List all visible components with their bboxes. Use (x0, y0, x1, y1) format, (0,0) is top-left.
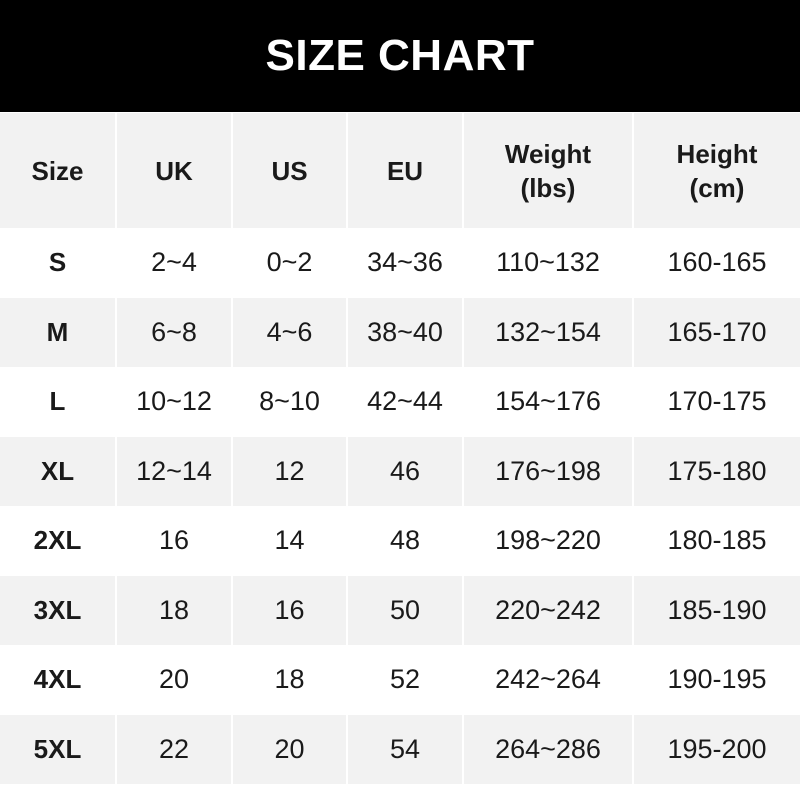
table-cell: 170-175 (667, 386, 767, 417)
table-cell: 154~176 (463, 367, 634, 437)
table-cell: 14 (232, 506, 348, 576)
size-label: S (0, 228, 117, 298)
size-label: L (0, 367, 117, 437)
table-cell: 50 (347, 575, 464, 645)
table-cell: 190-195 (667, 664, 767, 695)
table-cell: 185-190 (633, 575, 800, 645)
table-row: 5XL 22 20 54 264~286 195-200 (0, 714, 800, 784)
table-cell: 110~132 (463, 228, 634, 298)
table-cell: 18 (232, 645, 348, 715)
column-header: Weight (lbs) (463, 113, 634, 228)
table-cell: 8~10 (232, 367, 348, 437)
table-cell: 6~8 (116, 297, 233, 367)
table-row: 2XL 16 14 48 198~220 180-185 (0, 506, 800, 576)
table-row: 4XL 20 18 52 242~264 190-195 (0, 645, 800, 715)
table-cell: 48 (347, 506, 464, 576)
size-table: Size UK US EU Weight (lbs) Height (cm) S 2~4 0~… (0, 113, 800, 784)
size-chart-title: SIZE CHART (0, 0, 800, 112)
table-row: M 6~8 4~6 38~40 132~154 165-170 (0, 297, 800, 367)
column-header: Size (0, 113, 117, 228)
size-label: M (0, 297, 117, 367)
table-cell: 198~220 (463, 506, 634, 576)
table-cell: 264~286 (463, 714, 634, 784)
table-cell: 180-185 (667, 525, 767, 556)
table-cell: 0~2 (232, 228, 348, 298)
table-cell: 38~40 (347, 297, 464, 367)
size-label: XL (0, 436, 117, 506)
table-cell: 22 (116, 714, 233, 784)
table-cell: 2~4 (116, 228, 233, 298)
table-cell: 46 (347, 436, 464, 506)
table-cell: 242~264 (463, 645, 634, 715)
table-cell: 220~242 (463, 575, 634, 645)
table-cell: 10~12 (116, 367, 233, 437)
table-row: XL 12~14 12 46 176~198 175-180 (0, 436, 800, 506)
table-cell: 52 (347, 645, 464, 715)
table-cell: 4~6 (232, 297, 348, 367)
header-row: Size UK US EU Weight (lbs) Height (cm) (0, 113, 800, 228)
table-cell: 42~44 (347, 367, 464, 437)
column-header: Height (cm) (633, 113, 800, 228)
column-header: US (232, 113, 348, 228)
table-cell: 20 (232, 714, 348, 784)
table-cell: 165-170 (633, 297, 800, 367)
size-label: 5XL (0, 714, 117, 784)
column-header: UK (116, 113, 233, 228)
table-cell: 160-165 (667, 247, 767, 278)
size-label: 4XL (0, 645, 117, 715)
table-cell: 195-200 (633, 714, 800, 784)
table-cell: 16 (232, 575, 348, 645)
table-row: L 10~12 8~10 42~44 154~176 170-175 (0, 367, 800, 437)
table-cell: 54 (347, 714, 464, 784)
table-cell: 12 (232, 436, 348, 506)
column-header: EU (347, 113, 464, 228)
table-cell: 20 (116, 645, 233, 715)
table-cell: 175-180 (633, 436, 800, 506)
table-row: 3XL 18 16 50 220~242 185-190 (0, 575, 800, 645)
table-cell: 16 (116, 506, 233, 576)
table-cell: 132~154 (463, 297, 634, 367)
table-cell: 12~14 (116, 436, 233, 506)
size-label: 2XL (0, 506, 117, 576)
table-row: S 2~4 0~2 34~36 110~132 160-165 (0, 228, 800, 298)
size-label: 3XL (0, 575, 117, 645)
table-cell: 18 (116, 575, 233, 645)
table-cell: 34~36 (347, 228, 464, 298)
table-cell: 176~198 (463, 436, 634, 506)
